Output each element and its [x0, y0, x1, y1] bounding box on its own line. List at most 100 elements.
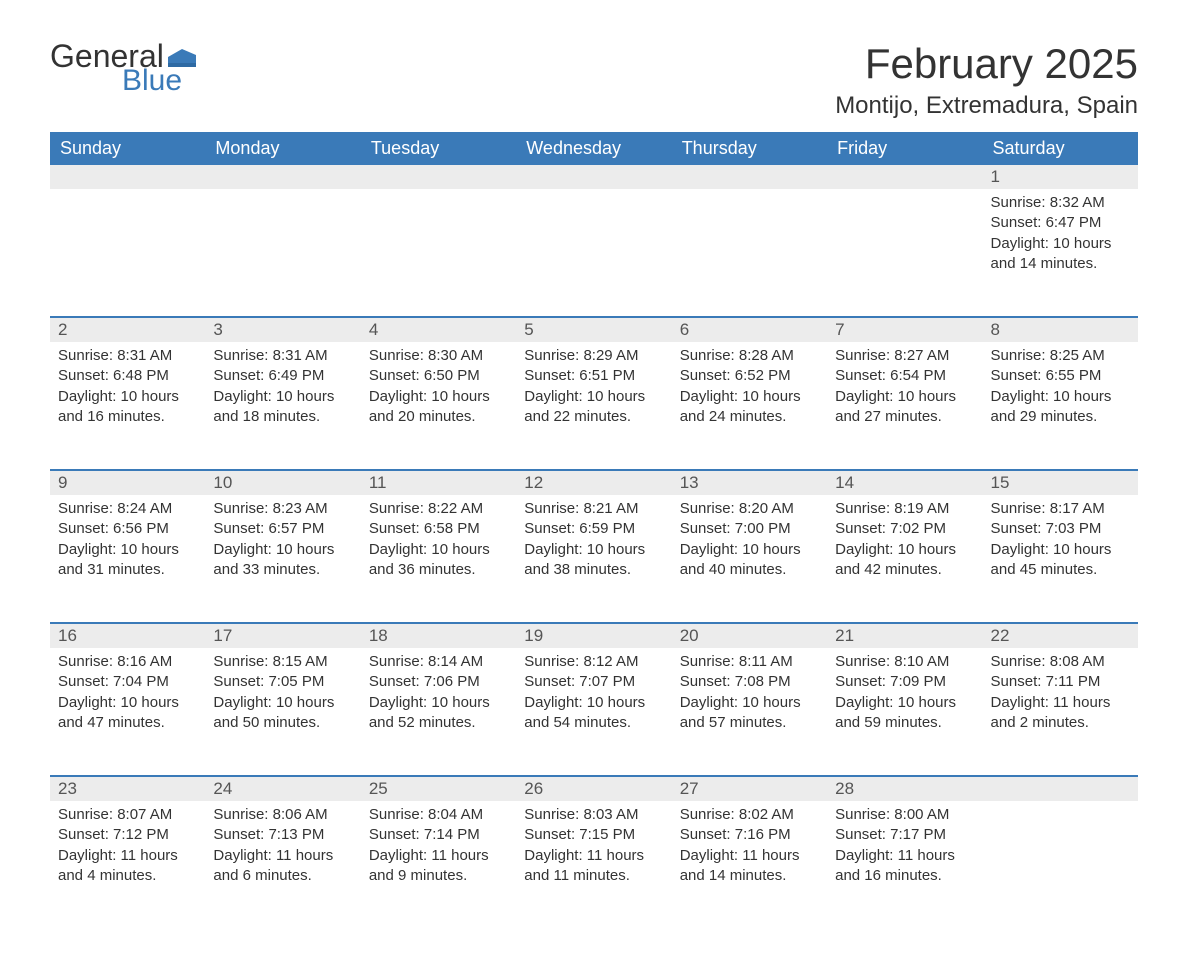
week-daynum-row: 1: [50, 165, 1138, 189]
sunrise-text: Sunrise: 8:02 AM: [680, 805, 819, 825]
week-content-row: Sunrise: 8:31 AMSunset: 6:48 PMDaylight:…: [50, 342, 1138, 470]
day-cell: Sunrise: 8:19 AMSunset: 7:02 PMDaylight:…: [827, 495, 982, 623]
day-number-cell: 22: [983, 623, 1138, 648]
sunset-text: Sunset: 7:17 PM: [835, 825, 974, 845]
day-cell: Sunrise: 8:32 AMSunset: 6:47 PMDaylight:…: [983, 189, 1138, 317]
week-daynum-row: 2345678: [50, 317, 1138, 342]
week-daynum-row: 232425262728: [50, 776, 1138, 801]
day-cell: Sunrise: 8:12 AMSunset: 7:07 PMDaylight:…: [516, 648, 671, 776]
daylight-text: Daylight: 10 hours and 38 minutes.: [524, 540, 663, 581]
daylight-text: Daylight: 10 hours and 31 minutes.: [58, 540, 197, 581]
day-number-cell: 3: [205, 317, 360, 342]
daylight-text: Daylight: 11 hours and 4 minutes.: [58, 846, 197, 887]
sunset-text: Sunset: 7:12 PM: [58, 825, 197, 845]
day-cell: Sunrise: 8:24 AMSunset: 6:56 PMDaylight:…: [50, 495, 205, 623]
sunset-text: Sunset: 6:52 PM: [680, 366, 819, 386]
sunset-text: Sunset: 6:48 PM: [58, 366, 197, 386]
daylight-text: Daylight: 10 hours and 42 minutes.: [835, 540, 974, 581]
day-number-cell: [361, 165, 516, 189]
sunset-text: Sunset: 6:55 PM: [991, 366, 1130, 386]
sunset-text: Sunset: 6:50 PM: [369, 366, 508, 386]
day-cell: Sunrise: 8:14 AMSunset: 7:06 PMDaylight:…: [361, 648, 516, 776]
day-cell: Sunrise: 8:23 AMSunset: 6:57 PMDaylight:…: [205, 495, 360, 623]
sunrise-text: Sunrise: 8:12 AM: [524, 652, 663, 672]
daylight-text: Daylight: 10 hours and 22 minutes.: [524, 387, 663, 428]
week-daynum-row: 16171819202122: [50, 623, 1138, 648]
day-header: Monday: [205, 132, 360, 165]
page-header: General Blue February 2025 Montijo, Extr…: [50, 40, 1138, 120]
day-cell: Sunrise: 8:28 AMSunset: 6:52 PMDaylight:…: [672, 342, 827, 470]
day-number-cell: [827, 165, 982, 189]
day-header-row: SundayMondayTuesdayWednesdayThursdayFrid…: [50, 132, 1138, 165]
daylight-text: Daylight: 11 hours and 9 minutes.: [369, 846, 508, 887]
day-cell: [205, 189, 360, 317]
daylight-text: Daylight: 10 hours and 27 minutes.: [835, 387, 974, 428]
week-content-row: Sunrise: 8:24 AMSunset: 6:56 PMDaylight:…: [50, 495, 1138, 623]
sunset-text: Sunset: 7:11 PM: [991, 672, 1130, 692]
sunrise-text: Sunrise: 8:27 AM: [835, 346, 974, 366]
day-cell: Sunrise: 8:17 AMSunset: 7:03 PMDaylight:…: [983, 495, 1138, 623]
sunset-text: Sunset: 7:14 PM: [369, 825, 508, 845]
sunset-text: Sunset: 6:47 PM: [991, 213, 1130, 233]
day-number-cell: 8: [983, 317, 1138, 342]
logo: General Blue: [50, 40, 196, 96]
sunset-text: Sunset: 6:51 PM: [524, 366, 663, 386]
sunrise-text: Sunrise: 8:16 AM: [58, 652, 197, 672]
sunrise-text: Sunrise: 8:08 AM: [991, 652, 1130, 672]
sunrise-text: Sunrise: 8:04 AM: [369, 805, 508, 825]
day-number-cell: 14: [827, 470, 982, 495]
sunset-text: Sunset: 7:06 PM: [369, 672, 508, 692]
day-number-cell: 7: [827, 317, 982, 342]
day-number-cell: 17: [205, 623, 360, 648]
day-number-cell: 11: [361, 470, 516, 495]
day-cell: Sunrise: 8:27 AMSunset: 6:54 PMDaylight:…: [827, 342, 982, 470]
daylight-text: Daylight: 10 hours and 20 minutes.: [369, 387, 508, 428]
sunrise-text: Sunrise: 8:11 AM: [680, 652, 819, 672]
day-cell: Sunrise: 8:03 AMSunset: 7:15 PMDaylight:…: [516, 801, 671, 929]
day-cell: Sunrise: 8:10 AMSunset: 7:09 PMDaylight:…: [827, 648, 982, 776]
sunrise-text: Sunrise: 8:23 AM: [213, 499, 352, 519]
logo-word2: Blue: [122, 66, 196, 96]
sunset-text: Sunset: 7:00 PM: [680, 519, 819, 539]
daylight-text: Daylight: 11 hours and 6 minutes.: [213, 846, 352, 887]
sunrise-text: Sunrise: 8:07 AM: [58, 805, 197, 825]
day-number-cell: [983, 776, 1138, 801]
sunset-text: Sunset: 7:13 PM: [213, 825, 352, 845]
day-number-cell: 1: [983, 165, 1138, 189]
sunrise-text: Sunrise: 8:32 AM: [991, 193, 1130, 213]
sunset-text: Sunset: 6:49 PM: [213, 366, 352, 386]
week-content-row: Sunrise: 8:16 AMSunset: 7:04 PMDaylight:…: [50, 648, 1138, 776]
day-cell: Sunrise: 8:08 AMSunset: 7:11 PMDaylight:…: [983, 648, 1138, 776]
sunrise-text: Sunrise: 8:20 AM: [680, 499, 819, 519]
day-header: Wednesday: [516, 132, 671, 165]
day-number-cell: 25: [361, 776, 516, 801]
day-cell: [827, 189, 982, 317]
day-number-cell: 27: [672, 776, 827, 801]
day-header: Sunday: [50, 132, 205, 165]
day-number-cell: 13: [672, 470, 827, 495]
sunrise-text: Sunrise: 8:15 AM: [213, 652, 352, 672]
day-number-cell: 4: [361, 317, 516, 342]
sunset-text: Sunset: 6:58 PM: [369, 519, 508, 539]
title-block: February 2025 Montijo, Extremadura, Spai…: [835, 40, 1138, 120]
sunset-text: Sunset: 7:09 PM: [835, 672, 974, 692]
sunrise-text: Sunrise: 8:06 AM: [213, 805, 352, 825]
day-number-cell: 6: [672, 317, 827, 342]
sunrise-text: Sunrise: 8:21 AM: [524, 499, 663, 519]
sunrise-text: Sunrise: 8:30 AM: [369, 346, 508, 366]
sunrise-text: Sunrise: 8:00 AM: [835, 805, 974, 825]
daylight-text: Daylight: 10 hours and 52 minutes.: [369, 693, 508, 734]
day-cell: Sunrise: 8:06 AMSunset: 7:13 PMDaylight:…: [205, 801, 360, 929]
day-number-cell: 23: [50, 776, 205, 801]
day-number-cell: 9: [50, 470, 205, 495]
sunset-text: Sunset: 7:05 PM: [213, 672, 352, 692]
daylight-text: Daylight: 10 hours and 14 minutes.: [991, 234, 1130, 275]
sunset-text: Sunset: 6:56 PM: [58, 519, 197, 539]
day-cell: [361, 189, 516, 317]
day-cell: Sunrise: 8:22 AMSunset: 6:58 PMDaylight:…: [361, 495, 516, 623]
day-cell: Sunrise: 8:00 AMSunset: 7:17 PMDaylight:…: [827, 801, 982, 929]
daylight-text: Daylight: 10 hours and 29 minutes.: [991, 387, 1130, 428]
week-daynum-row: 9101112131415: [50, 470, 1138, 495]
location: Montijo, Extremadura, Spain: [835, 92, 1138, 120]
week-content-row: Sunrise: 8:07 AMSunset: 7:12 PMDaylight:…: [50, 801, 1138, 929]
